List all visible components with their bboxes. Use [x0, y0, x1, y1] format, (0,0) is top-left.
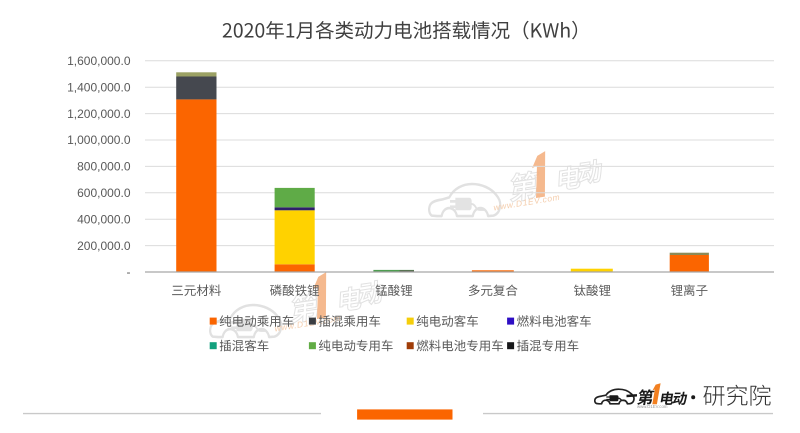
- svg-text:800,000.0: 800,000.0: [77, 160, 131, 174]
- svg-text:1,400,000.0: 1,400,000.0: [67, 80, 131, 94]
- svg-text:600,000.0: 600,000.0: [77, 186, 131, 200]
- svg-text:1,000,000.0: 1,000,000.0: [67, 133, 131, 147]
- svg-text:-: -: [127, 265, 131, 279]
- svg-text:1,600,000.0: 1,600,000.0: [67, 54, 131, 68]
- svg-text:200,000.0: 200,000.0: [77, 239, 131, 253]
- svg-text:1,200,000.0: 1,200,000.0: [67, 107, 131, 121]
- svg-text:400,000.0: 400,000.0: [77, 212, 131, 226]
- svg-text:www.D1EV.com: www.D1EV.com: [637, 404, 668, 409]
